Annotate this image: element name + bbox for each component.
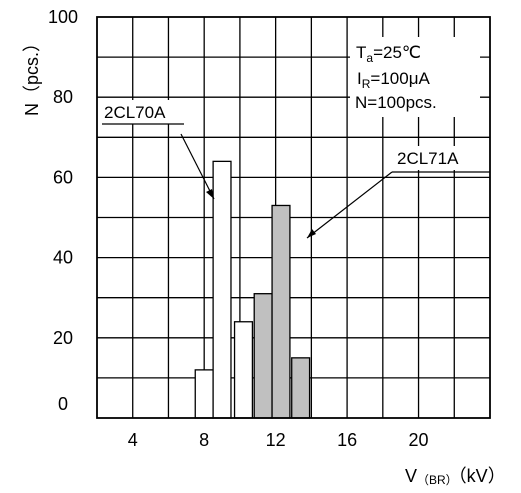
y-tick-label: 40 <box>53 248 73 268</box>
condition-ir: IR=100μA <box>357 69 430 91</box>
plot-frame <box>96 16 491 419</box>
bar-2cl70a-2 <box>233 321 254 419</box>
x-tick-label: 20 <box>409 430 429 450</box>
x-tick-label: 12 <box>266 430 286 450</box>
y-tick-label: 80 <box>53 87 73 107</box>
x-axis-label-main: V <box>405 466 417 486</box>
x-tick-label: 4 <box>128 430 138 450</box>
condition-ta: Ta=25℃ <box>356 43 421 65</box>
bar-2cl71a-0 <box>253 293 273 419</box>
y-axis-label: N（pcs.） <box>22 34 42 116</box>
y-tick-label: 0 <box>58 394 68 414</box>
x-axis-label-unit: （kV） <box>458 466 506 486</box>
callout-arrow-2cl70a <box>180 133 215 200</box>
condition-n: N=100pcs. <box>355 93 437 112</box>
bar-2cl70a-0 <box>194 369 214 419</box>
callout-arrow-2cl71a <box>306 171 393 239</box>
bars <box>194 160 311 419</box>
bar-2cl71a-2 <box>291 357 311 419</box>
conditions-box <box>350 37 480 117</box>
x-axis-label: V（BR）（kV） <box>405 466 506 487</box>
series-label-2cl70a: 2CL70A <box>104 103 166 122</box>
arrowhead-2cl71a <box>307 229 316 238</box>
tick-labels: 4 8 12 16 20 100 80 60 40 20 0 <box>48 7 429 450</box>
y-tick-label: 100 <box>48 7 78 27</box>
y-tick-label: 60 <box>53 167 73 187</box>
x-tick-label: 16 <box>337 430 357 450</box>
bar-2cl70a-1 <box>212 160 232 419</box>
series-label-2cl71a: 2CL71A <box>397 149 459 168</box>
x-tick-label: 8 <box>199 430 209 450</box>
label-bg-2cl71a <box>395 146 487 170</box>
arrowhead-2cl70a <box>206 189 214 199</box>
grid <box>97 17 490 418</box>
x-axis-label-sub: （BR） <box>417 473 458 487</box>
label-bg-2cl70a <box>102 100 186 124</box>
bar-2cl71a-1 <box>271 204 291 419</box>
y-tick-label: 20 <box>53 328 73 348</box>
